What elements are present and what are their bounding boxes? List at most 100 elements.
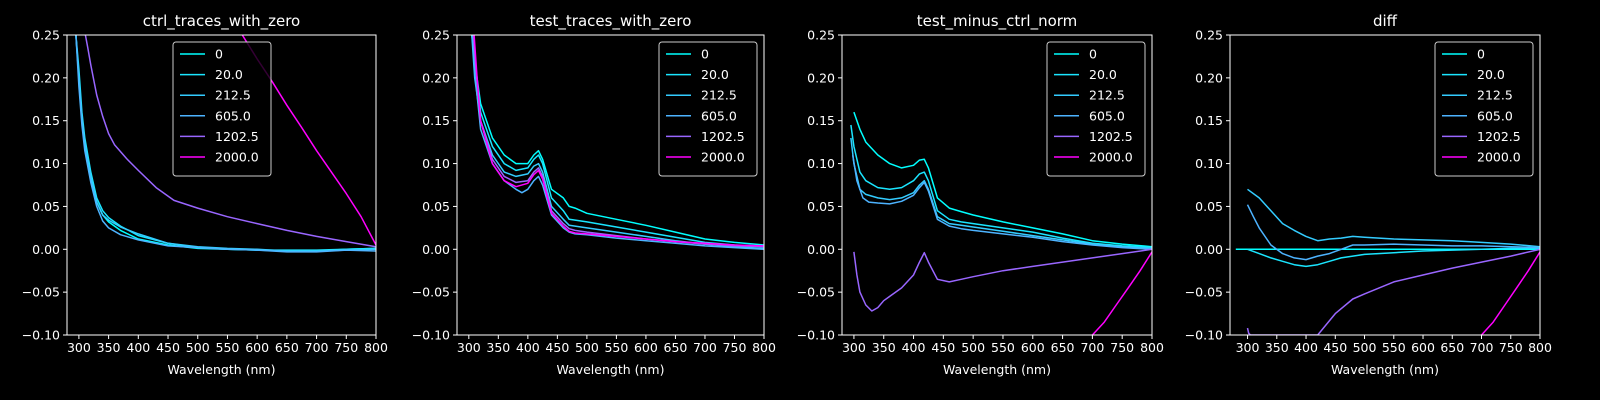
y-tick-label: 0.05 [32, 199, 60, 214]
chart-title: test_minus_ctrl_norm [917, 12, 1078, 31]
series-line-212.5 [471, 35, 764, 250]
chart-panel-3: diff −0.10 −0.05 0.00 0.05 0.10 0.15 0.20 0.25 30… [1185, 12, 1552, 377]
series-lines [1235, 188, 1540, 335]
series-line-1202.5 [1246, 248, 1540, 335]
legend: 0 20.0 212.5 605.0 1202.5 2000.0 [172, 41, 272, 177]
y-tick-label: 0.20 [1195, 70, 1223, 85]
x-tick-label: 300 [1236, 340, 1260, 355]
legend-box [1434, 41, 1534, 177]
series-line-2000.0 [1091, 251, 1152, 335]
x-tick-label: 750 [723, 340, 747, 355]
y-tick-label: 0.05 [807, 199, 835, 214]
x-tick-label: 700 [1470, 340, 1494, 355]
series-line-1202.5 [853, 248, 1152, 312]
legend-label: 2000.0 [701, 150, 745, 165]
y-tick-label: 0.00 [32, 242, 60, 257]
legend: 0 20.0 212.5 605.0 1202.5 2000.0 [658, 41, 758, 177]
chart-panel-1: test_traces_with_zero −0.10 −0.05 0.00 0.05 0… [412, 12, 776, 377]
x-tick-label: 700 [305, 340, 329, 355]
y-tick-label: −0.10 [1185, 328, 1223, 343]
y-tick-label: 0.05 [1195, 199, 1223, 214]
x-tick-label: 500 [186, 340, 210, 355]
x-tick-label: 600 [1021, 340, 1045, 355]
x-tick-label: 700 [693, 340, 717, 355]
legend-label: 0 [701, 47, 709, 62]
y-tick-label: 0.25 [422, 28, 450, 43]
legend-label: 605.0 [1089, 108, 1125, 123]
x-tick-label: 450 [1323, 340, 1347, 355]
y-tick-label: 0.10 [422, 156, 450, 171]
x-tick-label: 800 [752, 340, 776, 355]
y-tick-label: 0.25 [1195, 28, 1223, 43]
y-tick-label: 0.15 [422, 113, 450, 128]
x-tick-label: 600 [245, 340, 269, 355]
x-tick-label: 300 [67, 340, 91, 355]
legend-label: 1202.5 [701, 129, 745, 144]
y-tick-label: 0.05 [422, 199, 450, 214]
legend-label: 0 [215, 47, 223, 62]
axes-frame [456, 34, 765, 336]
x-tick-label: 750 [334, 340, 358, 355]
y-tick-label: 0.15 [807, 113, 835, 128]
legend-label: 20.0 [1089, 67, 1117, 82]
series-line-212.5 [75, 35, 376, 252]
y-tick-label: −0.05 [1185, 285, 1223, 300]
x-tick-label: 450 [545, 340, 569, 355]
series-lines [850, 111, 1152, 335]
legend: 0 20.0 212.5 605.0 1202.5 2000.0 [1046, 41, 1146, 177]
x-tick-label: 500 [961, 340, 985, 355]
x-tick-label: 350 [1265, 340, 1289, 355]
y-tick-label: 0.10 [32, 156, 60, 171]
y-tick-label: 0.00 [1195, 242, 1223, 257]
y-tick-label: 0.25 [32, 28, 60, 43]
y-tick-label: −0.10 [412, 328, 450, 343]
legend-label: 605.0 [701, 108, 737, 123]
x-tick-label: 700 [1080, 340, 1104, 355]
x-tick-label: 650 [275, 340, 299, 355]
x-tick-label: 500 [575, 340, 599, 355]
x-tick-label: 650 [1051, 340, 1075, 355]
x-axis-label: Wavelength (nm) [1331, 362, 1439, 377]
legend-label: 1202.5 [1477, 129, 1521, 144]
legend-label: 1202.5 [1089, 129, 1133, 144]
x-tick-label: 400 [902, 340, 926, 355]
legend-label: 20.0 [701, 67, 729, 82]
y-tick-label: 0.10 [807, 156, 835, 171]
legend-label: 2000.0 [1089, 150, 1133, 165]
axes-frame [841, 34, 1153, 336]
axes-frame [1229, 34, 1541, 336]
legend-box [172, 41, 272, 177]
series-line-2000.0 [473, 35, 764, 247]
legend-label: 1202.5 [215, 129, 259, 144]
legend-label: 212.5 [215, 88, 251, 103]
x-tick-label: 400 [516, 340, 540, 355]
x-tick-label: 550 [991, 340, 1015, 355]
x-tick-label: 550 [1382, 340, 1406, 355]
series-lines [471, 35, 764, 251]
x-axis-label: Wavelength (nm) [168, 362, 276, 377]
x-tick-label: 550 [604, 340, 628, 355]
legend-label: 212.5 [701, 88, 737, 103]
series-line-605.0 [851, 154, 1152, 251]
y-tick-label: 0.15 [1195, 113, 1223, 128]
legend-label: 605.0 [1477, 108, 1513, 123]
y-tick-label: −0.05 [22, 285, 60, 300]
x-tick-label: 800 [364, 340, 388, 355]
legend-label: 212.5 [1477, 88, 1513, 103]
legend-label: 0 [1089, 47, 1097, 62]
legend-box [658, 41, 758, 177]
series-line-20.0 [472, 35, 764, 248]
x-axis-label: Wavelength (nm) [557, 362, 665, 377]
series-line-20.0 [850, 124, 1152, 249]
y-tick-label: −0.10 [797, 328, 835, 343]
series-line-0 [471, 35, 764, 246]
chart-title: ctrl_traces_with_zero [143, 12, 300, 31]
x-tick-label: 350 [97, 340, 121, 355]
x-tick-label: 500 [1353, 340, 1377, 355]
x-tick-label: 750 [1110, 340, 1134, 355]
legend: 0 20.0 212.5 605.0 1202.5 2000.0 [1434, 41, 1534, 177]
x-tick-label: 450 [156, 340, 180, 355]
legend-label: 2000.0 [215, 150, 259, 165]
y-tick-label: 0.20 [422, 70, 450, 85]
x-tick-label: 600 [1411, 340, 1435, 355]
